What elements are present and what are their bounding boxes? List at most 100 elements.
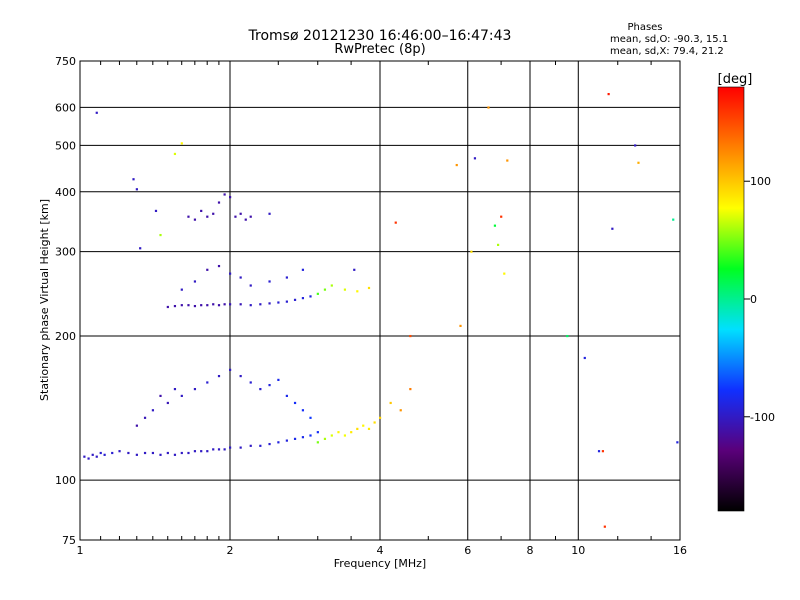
data-point <box>132 178 134 180</box>
data-point <box>302 409 304 411</box>
data-point <box>317 293 319 295</box>
data-point <box>608 93 610 95</box>
data-point <box>174 388 176 390</box>
data-point <box>676 441 678 443</box>
data-point <box>487 106 489 108</box>
data-point <box>506 159 508 161</box>
data-point <box>194 450 196 452</box>
data-point <box>224 193 226 195</box>
data-point <box>181 289 183 291</box>
data-point <box>118 450 120 452</box>
y-tick-label: 600 <box>55 101 76 114</box>
data-point <box>337 431 339 433</box>
data-point <box>604 526 606 528</box>
data-point <box>250 381 252 383</box>
data-point <box>344 289 346 291</box>
data-point <box>324 438 326 440</box>
data-point <box>368 287 370 289</box>
data-point <box>212 448 214 450</box>
data-point <box>286 395 288 397</box>
data-point <box>181 395 183 397</box>
colorbar-label: [deg] <box>718 72 753 87</box>
colorbar-ticks: 100 0 -100 <box>744 175 775 424</box>
data-point <box>206 216 208 218</box>
data-point <box>302 297 304 299</box>
data-point <box>187 304 189 306</box>
data-point <box>302 436 304 438</box>
data-point <box>374 421 376 423</box>
data-point <box>194 280 196 282</box>
y-tick-label: 500 <box>55 139 76 152</box>
data-point <box>159 395 161 397</box>
data-point <box>302 269 304 271</box>
data-point <box>250 284 252 286</box>
data-point <box>250 216 252 218</box>
data-point <box>206 269 208 271</box>
data-point <box>167 402 169 404</box>
data-point <box>309 434 311 436</box>
data-point <box>83 456 85 458</box>
data-point <box>250 304 252 306</box>
data-point <box>598 450 600 452</box>
data-point <box>218 201 220 203</box>
data-point <box>144 417 146 419</box>
data-point <box>187 216 189 218</box>
data-point <box>229 273 231 275</box>
data-point <box>155 210 157 212</box>
data-point <box>409 335 411 337</box>
data-point <box>294 299 296 301</box>
data-point <box>277 301 279 303</box>
data-point <box>229 446 231 448</box>
y-tick-label: 100 <box>55 474 76 487</box>
data-point <box>240 303 242 305</box>
data-point <box>174 153 176 155</box>
data-point <box>200 210 202 212</box>
y-axis-label: Stationary phase Virtual Height [km] <box>38 199 51 401</box>
colorbar-tick-label: 0 <box>750 293 757 306</box>
data-point <box>602 450 604 452</box>
data-point <box>240 213 242 215</box>
data-point <box>309 417 311 419</box>
data-point <box>277 379 279 381</box>
data-point <box>167 452 169 454</box>
data-point <box>159 234 161 236</box>
axis-ticks: 1 2 4 6 8 10 16 75 100 200 300 400 500 600 750 <box>55 55 687 557</box>
colorbar <box>718 87 744 511</box>
x-tick-label: 10 <box>571 544 585 557</box>
data-point <box>294 402 296 404</box>
y-tick-label: 400 <box>55 186 76 199</box>
data-point <box>368 428 370 430</box>
data-point <box>218 375 220 377</box>
data-point <box>268 213 270 215</box>
x-tick-label: 2 <box>227 544 234 557</box>
data-point <box>187 452 189 454</box>
data-point <box>87 457 89 459</box>
data-point <box>152 452 154 454</box>
data-point <box>111 452 113 454</box>
data-point <box>181 452 183 454</box>
data-point <box>159 454 161 456</box>
data-point <box>344 434 346 436</box>
x-tick-label: 6 <box>464 544 471 557</box>
data-point <box>503 273 505 275</box>
data-point <box>474 157 476 159</box>
plot-grid <box>80 61 680 540</box>
data-point <box>206 304 208 306</box>
data-point <box>218 448 220 450</box>
x-tick-label: 4 <box>377 544 384 557</box>
data-point <box>331 434 333 436</box>
colorbar-tick-label: 100 <box>750 175 771 188</box>
y-tick-label: 750 <box>55 55 76 68</box>
data-point <box>353 269 355 271</box>
data-point <box>409 388 411 390</box>
data-point <box>286 440 288 442</box>
data-point <box>167 306 169 308</box>
x-tick-label: 8 <box>527 544 534 557</box>
data-point <box>497 244 499 246</box>
data-point <box>611 228 613 230</box>
data-point <box>104 454 106 456</box>
data-point <box>136 188 138 190</box>
data-point <box>224 448 226 450</box>
x-axis-label: Frequency [MHz] <box>334 557 426 570</box>
data-point <box>245 219 247 221</box>
